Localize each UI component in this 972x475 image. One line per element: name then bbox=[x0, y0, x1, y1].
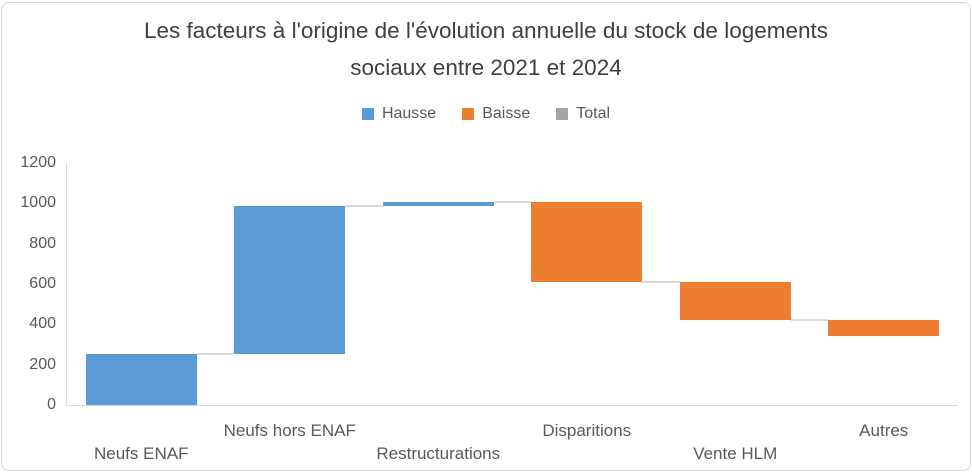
legend-label-baisse: Baisse bbox=[482, 105, 531, 122]
bar-restructurations bbox=[382, 202, 494, 207]
category-label-neufs-enaf: Neufs ENAF bbox=[94, 444, 189, 463]
connector-neufs-hors-enaf-to-restructurations bbox=[345, 205, 383, 208]
y-axis-tick-label: 600 bbox=[29, 275, 56, 292]
legend-label-hausse: Hausse bbox=[381, 105, 437, 122]
connector-disparitions-to-vente-hlm bbox=[642, 280, 680, 283]
legend-label-total: Total bbox=[576, 105, 611, 122]
chart-title: Les facteurs à l'origine de l'évolution … bbox=[143, 18, 829, 80]
y-axis-tick-label: 0 bbox=[47, 396, 56, 413]
y-axis-tick-label: 400 bbox=[29, 315, 56, 333]
y-axis-line bbox=[65, 163, 67, 405]
legend-item-hausse: Hausse bbox=[361, 105, 437, 123]
category-label-disparitions: Disparitions bbox=[542, 421, 632, 440]
bar-neufs-hors-enaf bbox=[234, 206, 346, 354]
connector-neufs-enaf-to-neufs-hors-enaf bbox=[196, 352, 235, 355]
y-axis-tick-label: 1200 bbox=[20, 154, 56, 171]
y-axis-tick-label: 800 bbox=[29, 234, 56, 252]
legend: Hausse Baisse Total bbox=[0, 105, 972, 123]
category-label-restructurations: Restructurations bbox=[376, 444, 501, 463]
category-label-neufs-hors-enaf: Neufs hors ENAF bbox=[223, 421, 356, 440]
legend-swatch-icon-total bbox=[556, 108, 569, 120]
legend-item-total: Total bbox=[556, 105, 610, 123]
x-axis-line bbox=[65, 404, 958, 406]
connector-restructurations-to-disparitions bbox=[493, 201, 532, 204]
bar-neufs-enaf bbox=[85, 353, 197, 405]
y-axis-tick-label: 200 bbox=[29, 355, 56, 373]
bar-autres bbox=[828, 320, 940, 337]
category-label-vente-hlm: Vente HLM bbox=[693, 444, 778, 463]
bar-disparitions bbox=[531, 202, 643, 282]
y-axis-tick-label: 1000 bbox=[20, 194, 56, 212]
bar-vente-hlm bbox=[679, 281, 791, 321]
legend-item-baisse: Baisse bbox=[462, 105, 530, 123]
legend-swatch-icon-baisse bbox=[462, 108, 475, 120]
category-label-autres: Autres bbox=[859, 421, 909, 440]
connector-vente-hlm-to-autres bbox=[790, 319, 829, 322]
legend-swatch-icon-hausse bbox=[361, 108, 374, 120]
